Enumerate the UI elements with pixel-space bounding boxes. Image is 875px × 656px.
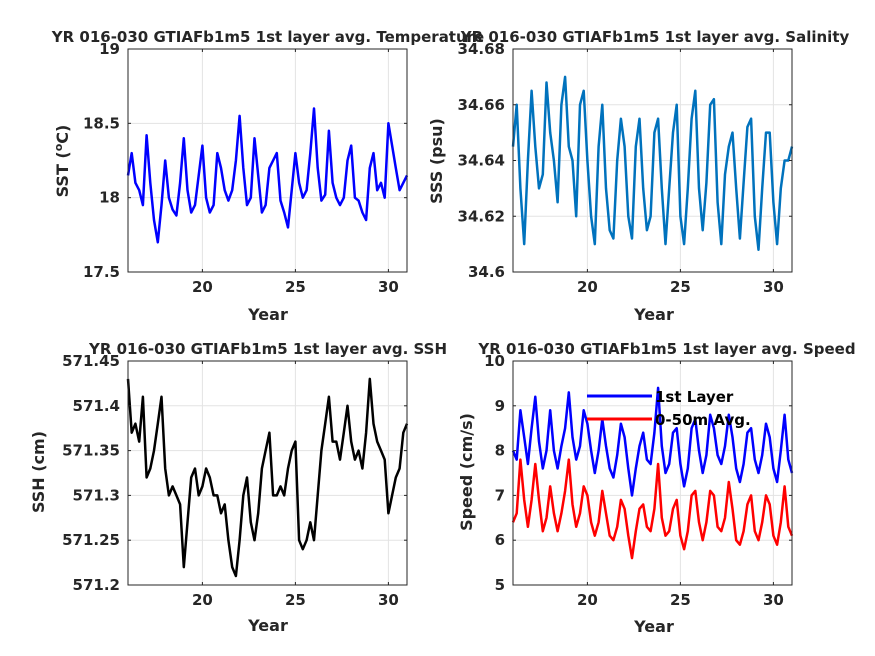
ssh-x-tick-label: 30 — [378, 591, 399, 609]
speed-title: YR 016-030 GTIAFb1m5 1st layer avg. Spee… — [477, 340, 855, 358]
ssh-x-label: Year — [247, 616, 288, 635]
sss-y-tick-label: 34.68 — [458, 40, 505, 58]
speed-y-tick-label: 5 — [495, 576, 505, 594]
speed-series-line-2 — [511, 458, 794, 560]
ssh-panel: YR 016-030 GTIAFb1m5 1st layer avg. SSH … — [29, 340, 447, 635]
speed-y-tick-label: 10 — [484, 352, 505, 370]
sst-plot-area — [128, 49, 407, 272]
speed-panel: YR 016-030 GTIAFb1m5 1st layer avg. Spee… — [457, 340, 856, 636]
sss-y-tick-label: 34.66 — [458, 96, 505, 114]
sst-x-tick-label: 20 — [192, 278, 213, 296]
speed-plot-area — [513, 361, 792, 585]
sst-y-tick-label: 17.5 — [83, 263, 120, 281]
sss-y-tick-label: 34.62 — [458, 207, 505, 225]
ssh-axes-frame — [127, 360, 408, 586]
sst-y-tick-label: 18 — [99, 189, 120, 207]
ssh-series-line-1 — [126, 377, 409, 578]
speed-legend: 1st Layer 0-50m Avg. — [587, 388, 751, 429]
ssh-title: YR 016-030 GTIAFb1m5 1st layer avg. SSH — [88, 340, 447, 358]
sss-x-tick-label: 20 — [577, 278, 598, 296]
speed-legend-label-2: 0-50m Avg. — [655, 411, 751, 429]
sst-y-label: SST (oC) — [52, 125, 72, 198]
ssh-x-tick-label: 25 — [285, 591, 306, 609]
sst-x-tick-label: 30 — [378, 278, 399, 296]
speed-x-tick-label: 20 — [577, 591, 598, 609]
sss-series-line-1 — [511, 75, 794, 251]
sss-title: YR 016-030 GTIAFb1m5 1st layer avg. Sali… — [460, 28, 850, 46]
ssh-x-tick-label: 20 — [192, 591, 213, 609]
ssh-y-tick-label: 571.45 — [62, 352, 120, 370]
sst-y-tick-label: 18.5 — [83, 114, 120, 132]
speed-axes-frame — [512, 360, 793, 586]
speed-legend-label-1: 1st Layer — [655, 388, 734, 406]
speed-y-tick-label: 6 — [495, 531, 505, 549]
ssh-y-label: SSH (cm) — [29, 431, 48, 513]
speed-y-label: Speed (cm/s) — [457, 413, 476, 531]
sss-x-label: Year — [633, 305, 674, 324]
ssh-y-tick-label: 571.3 — [73, 486, 120, 504]
sst-panel: YR 016-030 GTIAFb1m5 1st layer avg. Temp… — [51, 28, 484, 324]
speed-y-tick-label: 9 — [495, 397, 505, 415]
speed-x-label: Year — [633, 617, 674, 636]
speed-series-line-1 — [511, 386, 794, 497]
sss-y-label: SSS (psu) — [427, 118, 446, 204]
sst-x-tick-label: 25 — [285, 278, 306, 296]
speed-y-tick-label: 7 — [495, 486, 505, 504]
ssh-y-tick-label: 571.35 — [62, 442, 120, 460]
sst-series-line-1 — [126, 107, 409, 244]
sss-x-tick-label: 25 — [670, 278, 691, 296]
ssh-y-tick-label: 571.25 — [62, 531, 120, 549]
sst-title: YR 016-030 GTIAFb1m5 1st layer avg. Temp… — [51, 28, 484, 46]
sst-y-tick-label: 19 — [99, 40, 120, 58]
sst-x-label: Year — [247, 305, 288, 324]
sss-y-tick-label: 34.6 — [468, 263, 505, 281]
ssh-plot-area — [128, 361, 407, 585]
speed-y-tick-label: 8 — [495, 442, 505, 460]
ssh-y-tick-label: 571.2 — [73, 576, 120, 594]
sss-panel: YR 016-030 GTIAFb1m5 1st layer avg. Sali… — [427, 28, 849, 324]
ssh-y-tick-label: 571.4 — [73, 397, 120, 415]
sss-x-tick-label: 30 — [763, 278, 784, 296]
speed-x-tick-label: 30 — [763, 591, 784, 609]
sss-y-tick-label: 34.64 — [458, 152, 505, 170]
speed-x-tick-label: 25 — [670, 591, 691, 609]
sst-axes-frame — [127, 48, 408, 273]
